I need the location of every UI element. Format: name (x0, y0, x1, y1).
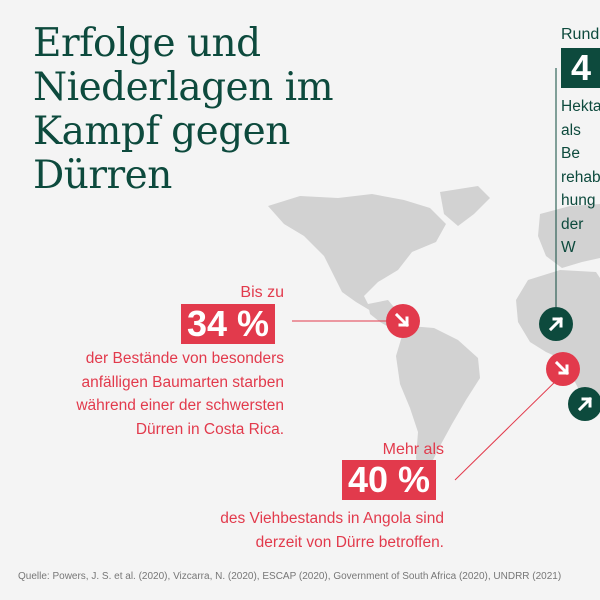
costa-rica-marker[interactable] (386, 304, 420, 338)
angola-value: 40 % (342, 460, 437, 500)
right-value: 4 (561, 48, 600, 88)
page-title: Erfolge und Niederlagen im Kampf gegen D… (33, 21, 334, 198)
angola-connector (454, 373, 564, 481)
greenland-shape (440, 186, 490, 226)
costa-rica-value: 34 % (181, 304, 276, 344)
angola-prefix: Mehr als (382, 441, 444, 458)
arrow-up-right-icon (577, 396, 593, 412)
angola-description: des Viehbestands in Angola sind derzeit … (220, 510, 444, 551)
angola-marker[interactable] (546, 352, 580, 386)
right-prefix: Rund (561, 26, 600, 43)
right-description: Hekta als Be rehab hung der W (561, 98, 600, 256)
europe-shape (538, 204, 600, 268)
right-marker-1[interactable] (539, 307, 573, 341)
north-america-shape (268, 194, 446, 318)
costa-rica-prefix: Bis zu (240, 284, 284, 301)
arrow-up-right-icon (548, 316, 564, 332)
arrow-down-right-icon (554, 360, 570, 376)
arrow-down-right-icon (394, 312, 410, 328)
costa-rica-description: der Bestände von besonders anfälligen Ba… (76, 350, 284, 438)
source-note: Quelle: Powers, J. S. et al. (2020), Viz… (18, 571, 562, 582)
south-america-shape (396, 326, 480, 478)
right-marker-2[interactable] (568, 387, 600, 421)
